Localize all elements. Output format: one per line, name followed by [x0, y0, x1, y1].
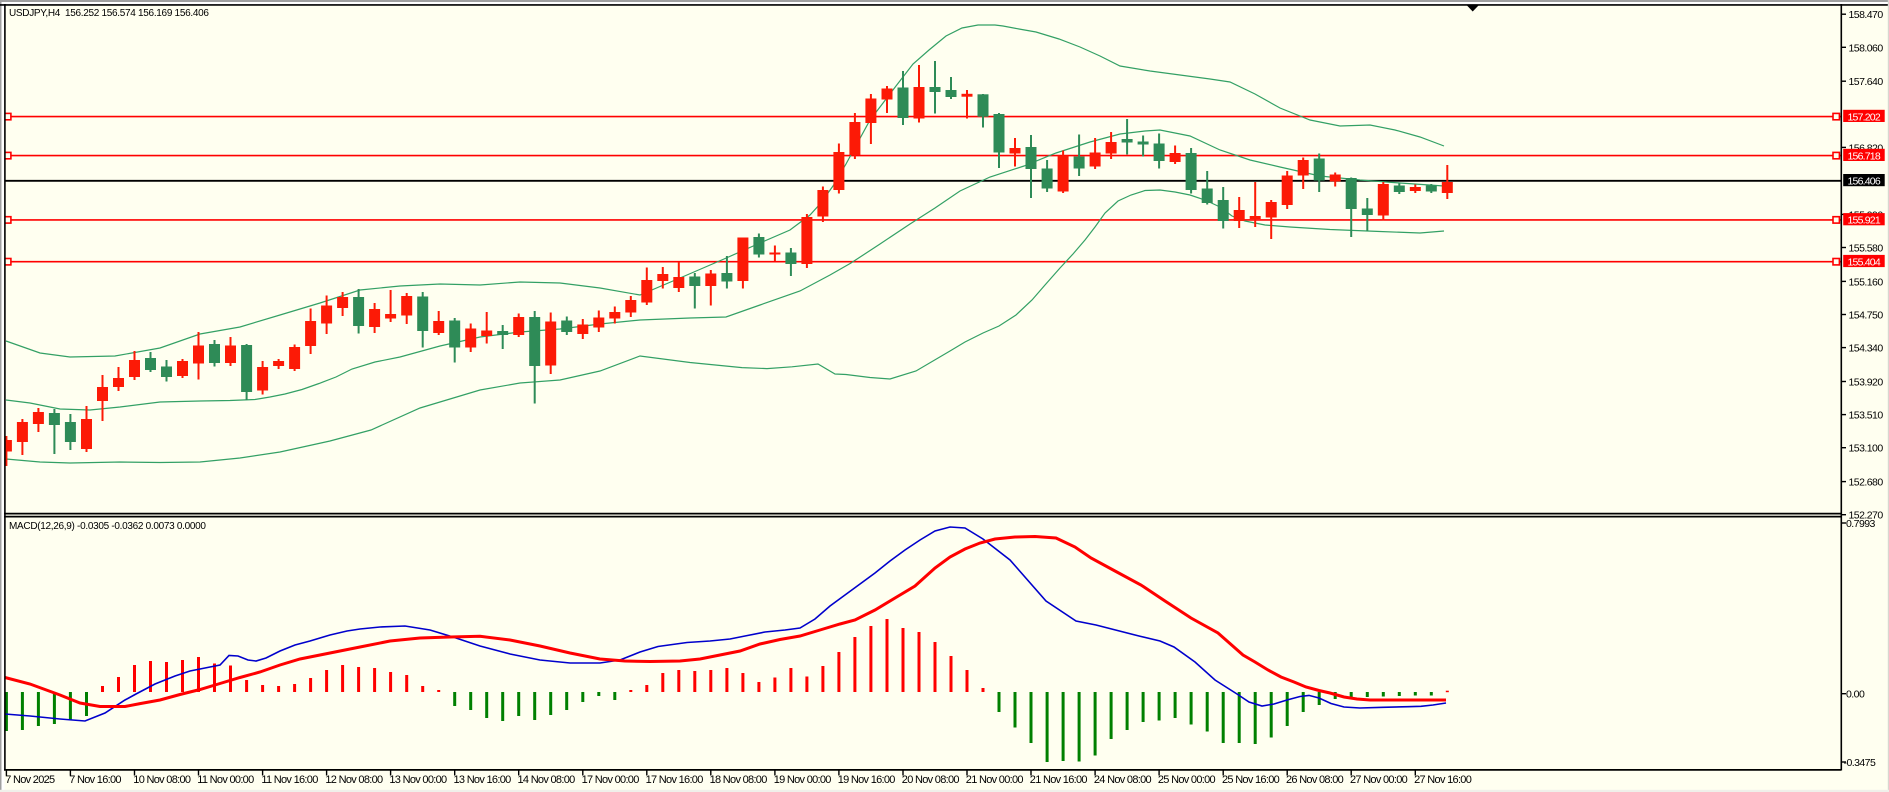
svg-text:25 Nov 00:00: 25 Nov 00:00: [1158, 774, 1216, 786]
svg-text:14 Nov 08:00: 14 Nov 08:00: [518, 774, 576, 786]
svg-text:12 Nov 08:00: 12 Nov 08:00: [325, 774, 383, 786]
svg-text:10 Nov 08:00: 10 Nov 08:00: [133, 774, 191, 786]
svg-text:152.680: 152.680: [1849, 477, 1884, 489]
svg-text:155.160: 155.160: [1849, 276, 1884, 288]
svg-text:153.510: 153.510: [1849, 410, 1884, 422]
svg-text:155.404: 155.404: [1848, 257, 1881, 269]
svg-text:26 Nov 08:00: 26 Nov 08:00: [1286, 774, 1344, 786]
svg-text:154.340: 154.340: [1849, 343, 1884, 355]
svg-text:27 Nov 00:00: 27 Nov 00:00: [1350, 774, 1408, 786]
svg-text:0.00: 0.00: [1846, 689, 1865, 701]
svg-text:158.060: 158.060: [1849, 42, 1884, 54]
svg-text:MACD(12,26,9) -0.0305 -0.0362: MACD(12,26,9) -0.0305 -0.0362 0.0073 0.0…: [9, 521, 206, 532]
svg-text:-0.3475: -0.3475: [1844, 757, 1876, 769]
svg-text:153.100: 153.100: [1849, 443, 1884, 455]
svg-text:11 Nov 00:00: 11 Nov 00:00: [197, 774, 254, 786]
svg-text:153.920: 153.920: [1849, 377, 1884, 389]
svg-text:19 Nov 16:00: 19 Nov 16:00: [838, 774, 896, 786]
svg-text:21 Nov 00:00: 21 Nov 00:00: [966, 774, 1024, 786]
svg-text:17 Nov 00:00: 17 Nov 00:00: [582, 774, 640, 786]
svg-text:7 Nov 2025: 7 Nov 2025: [5, 774, 55, 786]
svg-text:157.202: 157.202: [1848, 111, 1881, 123]
svg-text:19 Nov 00:00: 19 Nov 00:00: [774, 774, 832, 786]
svg-text:21 Nov 16:00: 21 Nov 16:00: [1030, 774, 1088, 786]
svg-text:27 Nov 16:00: 27 Nov 16:00: [1414, 774, 1472, 786]
svg-text:11 Nov 16:00: 11 Nov 16:00: [261, 774, 318, 786]
svg-text:USDJPY,H4 156.252 156.574 156: USDJPY,H4 156.252 156.574 156.169 156.40…: [9, 8, 209, 19]
svg-text:13 Nov 00:00: 13 Nov 00:00: [389, 774, 447, 786]
svg-text:155.921: 155.921: [1848, 215, 1881, 227]
svg-text:155.580: 155.580: [1849, 243, 1884, 255]
svg-text:7 Nov 16:00: 7 Nov 16:00: [69, 774, 121, 786]
svg-text:24 Nov 08:00: 24 Nov 08:00: [1094, 774, 1152, 786]
svg-text:157.640: 157.640: [1849, 76, 1884, 88]
svg-text:25 Nov 16:00: 25 Nov 16:00: [1222, 774, 1280, 786]
svg-text:154.750: 154.750: [1849, 310, 1884, 322]
svg-text:13 Nov 16:00: 13 Nov 16:00: [454, 774, 512, 786]
svg-text:20 Nov 08:00: 20 Nov 08:00: [902, 774, 960, 786]
svg-text:17 Nov 16:00: 17 Nov 16:00: [646, 774, 704, 786]
svg-text:0.7993: 0.7993: [1846, 518, 1876, 530]
svg-text:18 Nov 08:00: 18 Nov 08:00: [710, 774, 768, 786]
svg-text:158.470: 158.470: [1849, 9, 1884, 21]
svg-text:156.406: 156.406: [1848, 176, 1881, 188]
svg-text:156.718: 156.718: [1848, 150, 1881, 162]
svg-text:152.270: 152.270: [1849, 510, 1884, 522]
